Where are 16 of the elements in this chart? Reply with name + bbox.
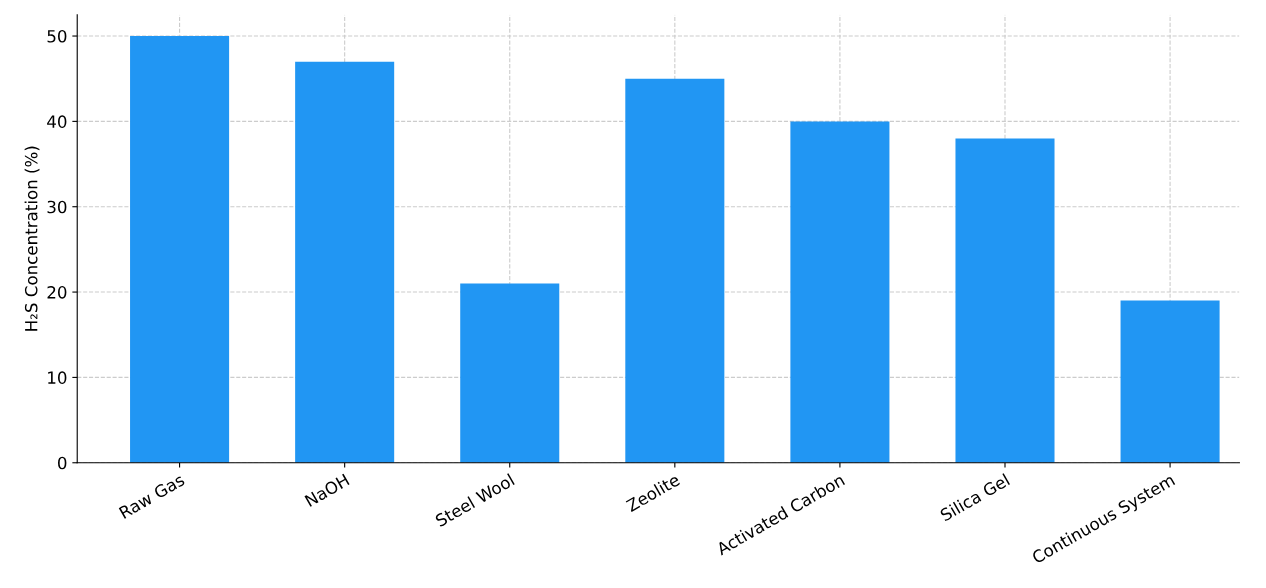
y-tick-label: 10 <box>48 371 67 384</box>
bar <box>460 283 560 463</box>
bar <box>955 138 1055 463</box>
y-tick-label: 40 <box>47 115 67 128</box>
bar <box>130 36 230 463</box>
y-tick-label: 30 <box>47 200 67 214</box>
bar <box>625 78 725 463</box>
x-tick-label: Silica Gel <box>939 473 1011 522</box>
y-tick-label: 0 <box>58 456 67 470</box>
bar <box>1120 300 1220 463</box>
bar <box>790 121 890 463</box>
bar <box>295 61 395 463</box>
y-axis-title: H₂S Concentration (%) <box>24 146 40 331</box>
y-tick-label: 50 <box>47 30 67 43</box>
y-tick-label: 20 <box>47 286 67 299</box>
x-tick-label: Raw Gas <box>118 473 186 519</box>
